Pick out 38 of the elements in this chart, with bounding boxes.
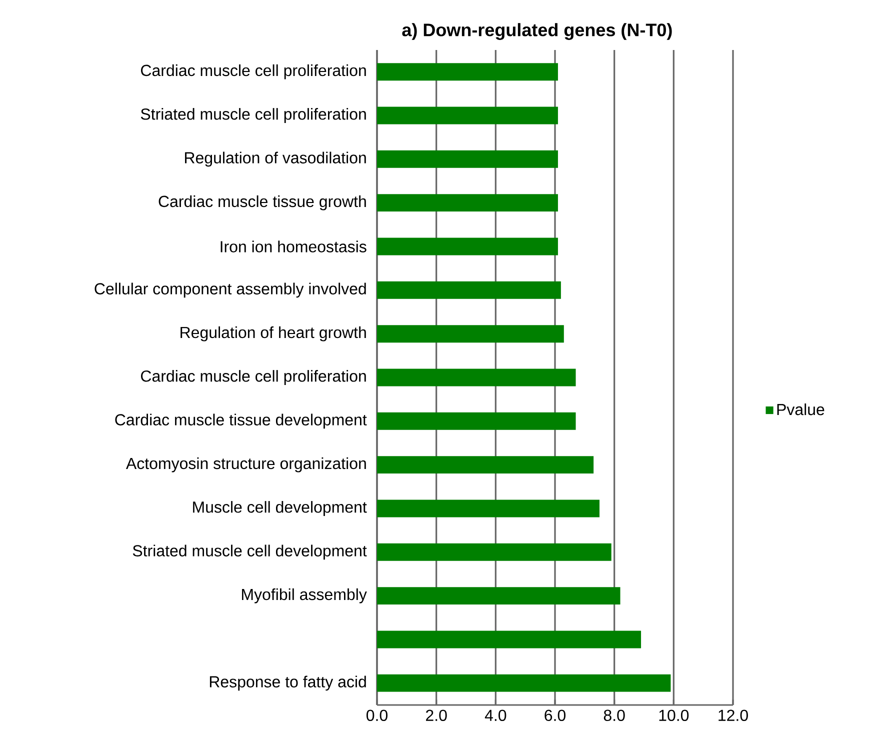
y-tick-label: Cellular component assembly involved: [94, 282, 366, 298]
bar: [377, 543, 612, 561]
y-tick-label: Response to fatty acid: [210, 676, 366, 691]
y-tick-label: Actomyosin structure organization: [126, 457, 366, 472]
y-tick-label: Cardiac muscle tissue development: [115, 414, 367, 429]
bar: [377, 63, 558, 81]
y-tick-label: Cardiac muscle tissue growth: [158, 195, 366, 210]
bar: [377, 325, 564, 343]
bar: [377, 150, 558, 168]
x-tick-label: 10.0: [659, 710, 689, 722]
chart-title: a) Down-regulated genes (N-T0): [402, 23, 672, 40]
x-tick-label: 8.0: [604, 710, 625, 722]
y-tick-label: Cardiac muscle cell proliferation: [141, 64, 366, 80]
bar: [377, 500, 600, 518]
bar: [377, 238, 558, 256]
bar: [377, 412, 576, 430]
bar: [377, 456, 594, 474]
x-tick-label: 12.0: [718, 710, 748, 722]
y-tick-label: Myofibil assembly: [242, 588, 367, 604]
bar: [377, 630, 642, 648]
bar: [377, 106, 558, 124]
bar: [377, 368, 576, 386]
x-tick-label: 0.0: [366, 710, 388, 722]
y-tick-label: Muscle cell development: [193, 501, 367, 516]
y-tick-label: Striated muscle cell development: [132, 544, 367, 560]
bar: [377, 587, 620, 605]
x-tick-label: 4.0: [484, 710, 506, 722]
y-tick-label: Striated muscle cell proliferation: [140, 108, 366, 123]
y-tick-label: Cardiac muscle cell proliferation: [141, 370, 366, 385]
y-tick-label: Regulation of vasodilation: [185, 152, 366, 167]
y-tick-label: Regulation of heart growth: [180, 326, 366, 342]
legend-label: Pvalue: [777, 403, 824, 416]
x-tick-label: 2.0: [426, 710, 447, 722]
bar: [377, 674, 671, 692]
bar: [377, 281, 561, 299]
y-tick-label: Iron ion homeostasis: [220, 240, 366, 252]
bar: [377, 194, 558, 212]
x-tick-label: 6.0: [544, 710, 566, 722]
